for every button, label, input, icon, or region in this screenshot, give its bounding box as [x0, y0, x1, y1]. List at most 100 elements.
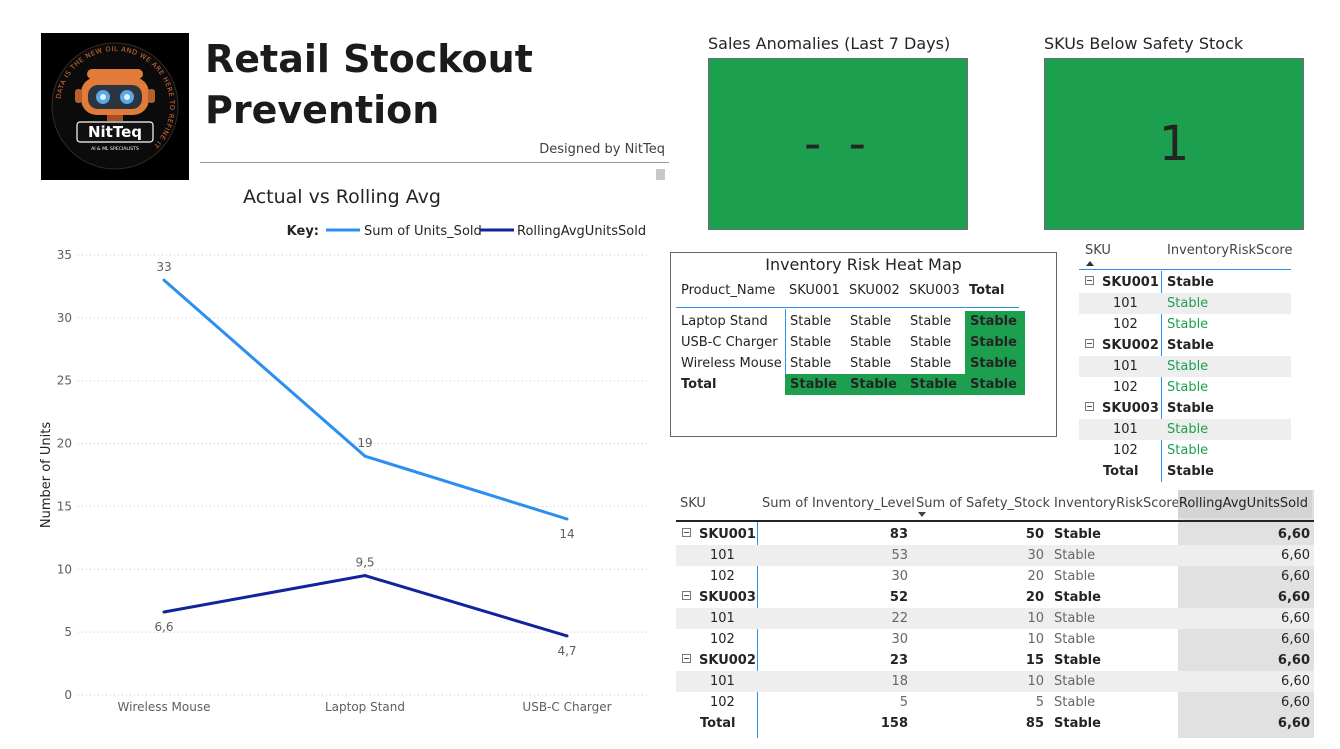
inventory-table[interactable]: SKU Sum of Inventory_Level Sum of Safety_S… [676, 490, 1314, 740]
scrollbar-thumb[interactable] [656, 169, 665, 180]
table-risk-cell: Stable [1054, 632, 1096, 647]
table-sku-label: SKU002 [699, 653, 756, 668]
heatmap-cell: Stable [845, 374, 905, 395]
table-safety-stock-cell: 30 [1027, 548, 1044, 563]
table-total-row[interactable]: Total 158 85 Stable 6,60 [676, 713, 1314, 734]
legend-entry-rolling: RollingAvgUnitsSold [517, 224, 646, 239]
heatmap-column-header: Total [969, 283, 1005, 298]
heatmap-cell: Stable [790, 335, 832, 350]
table-row[interactable]: 102 5 5 Stable 6,60 [676, 692, 1314, 713]
inventory-risk-heatmap[interactable]: Inventory Risk Heat Map Product_Name SKU0… [670, 252, 1057, 437]
y-tick-label: 15 [57, 499, 72, 513]
table-sku-cell: Total [700, 716, 736, 731]
heatmap-cell: Stable [910, 356, 952, 371]
sort-descending-icon [918, 512, 926, 517]
heatmap-row-label: USB-C Charger [681, 335, 778, 350]
table-header-3[interactable]: InventoryRiskScore [1054, 496, 1180, 511]
title-line-1: Retail Stockout [205, 37, 533, 81]
matrix-risk-cell: Stable [1167, 422, 1209, 437]
matrix-sku-label: SKU002 [1102, 338, 1159, 353]
matrix-row[interactable]: SKU001 Stable [1079, 272, 1291, 293]
collapse-icon[interactable] [682, 528, 691, 537]
heatmap-header-divider [676, 307, 1019, 308]
table-row[interactable]: 101 18 10 Stable 6,60 [676, 671, 1314, 692]
heatmap-cell: Stable [910, 335, 952, 350]
table-header-4[interactable]: RollingAvgUnitsSold [1178, 490, 1312, 518]
table-sku-cell: 102 [710, 695, 735, 710]
table-sku-cell: 102 [710, 632, 735, 647]
table-safety-stock-cell: 50 [1025, 527, 1044, 542]
kpi-below-safety-stock-card[interactable]: 1 [1044, 58, 1304, 230]
matrix-sku-cell: Total [1103, 464, 1139, 479]
heatmap-cell: Stable [965, 374, 1025, 395]
table-header-divider [676, 520, 1314, 522]
table-rolling-cell: 6,60 [1277, 716, 1310, 731]
table-rolling-cell: 6,60 [1281, 548, 1310, 563]
kpi-below-safety-stock-value: 1 [1158, 116, 1190, 172]
x-tick-label: USB-C Charger [522, 700, 611, 714]
table-row[interactable]: 102 30 20 Stable 6,60 [676, 566, 1314, 587]
table-rolling-cell: 6,60 [1277, 653, 1310, 668]
matrix-row[interactable]: 102 Stable [1079, 377, 1291, 398]
matrix-row[interactable]: 101 Stable [1079, 356, 1291, 377]
table-sku-cell: SKU003 [682, 587, 756, 608]
data-label-actual: 14 [559, 527, 574, 541]
kpi-below-safety-stock-label: SKUs Below Safety Stock [1044, 34, 1244, 53]
table-row[interactable]: SKU002 23 15 Stable 6,60 [676, 650, 1314, 671]
data-point-rolling [565, 634, 569, 638]
table-header-1[interactable]: Sum of Inventory_Level [762, 496, 915, 511]
matrix-header-risk-score: InventoryRiskScore [1167, 243, 1293, 258]
legend-key-label: Key: [287, 224, 319, 239]
table-safety-stock-cell: 10 [1027, 632, 1044, 647]
matrix-row[interactable]: 102 Stable [1079, 440, 1291, 461]
table-row[interactable]: 102 30 10 Stable 6,60 [676, 629, 1314, 650]
collapse-icon[interactable] [1085, 339, 1094, 348]
matrix-total-row[interactable]: Total Stable [1079, 461, 1291, 482]
matrix-risk-cell: Stable [1167, 443, 1209, 458]
title-line-2: Prevention [205, 88, 440, 132]
table-row[interactable]: SKU003 52 20 Stable 6,60 [676, 587, 1314, 608]
matrix-sku-cell: 102 [1113, 317, 1138, 332]
heatmap-column-header: SKU001 [789, 283, 840, 298]
table-inventory-cell: 18 [891, 674, 908, 689]
table-risk-cell: Stable [1054, 590, 1101, 605]
table-risk-cell: Stable [1054, 695, 1096, 710]
table-row-divider [757, 522, 758, 738]
table-sku-cell: 101 [710, 674, 735, 689]
table-rolling-cell: 6,60 [1281, 674, 1310, 689]
table-inventory-cell: 83 [889, 527, 908, 542]
matrix-row[interactable]: SKU003 Stable [1079, 398, 1291, 419]
data-point-rolling [363, 574, 367, 578]
collapse-icon[interactable] [682, 654, 691, 663]
matrix-header-sku: SKU [1085, 243, 1111, 258]
table-row[interactable]: SKU001 83 50 Stable 6,60 [676, 524, 1314, 545]
table-header-0[interactable]: SKU [680, 496, 706, 511]
heatmap-row-label: Wireless Mouse [681, 356, 782, 371]
collapse-icon[interactable] [682, 591, 691, 600]
line-chart[interactable]: 0 5 10 15 20 25 30 35 Number of Units Wireless Mo… [0, 218, 684, 728]
data-point-rolling [162, 610, 166, 614]
heatmap-title: Inventory Risk Heat Map [765, 255, 962, 274]
matrix-risk-cell: Stable [1167, 464, 1214, 479]
table-sku-label: SKU003 [699, 590, 756, 605]
collapse-icon[interactable] [1085, 276, 1094, 285]
page-title: Retail Stockout Prevention [205, 34, 645, 136]
table-safety-stock-cell: 85 [1025, 716, 1044, 731]
data-point-actual [565, 517, 569, 521]
table-rolling-cell: 6,60 [1277, 590, 1310, 605]
table-sku-label: SKU001 [699, 527, 756, 542]
table-header-2[interactable]: Sum of Safety_Stock [916, 496, 1051, 511]
matrix-row[interactable]: 101 Stable [1079, 293, 1291, 314]
table-row[interactable]: 101 53 30 Stable 6,60 [676, 545, 1314, 566]
matrix-sku-cell: 102 [1113, 443, 1138, 458]
logo-graphic: DATA IS THE NEW OIL AND WE ARE HERE TO R… [51, 42, 179, 170]
matrix-row[interactable]: SKU002 Stable [1079, 335, 1291, 356]
matrix-row[interactable]: 102 Stable [1079, 314, 1291, 335]
heatmap-total-row-label: Total [681, 377, 717, 392]
table-row[interactable]: 101 22 10 Stable 6,60 [676, 608, 1314, 629]
matrix-row[interactable]: 101 Stable [1079, 419, 1291, 440]
collapse-icon[interactable] [1085, 402, 1094, 411]
matrix-risk-cell: Stable [1167, 401, 1214, 416]
kpi-sales-anomalies-card[interactable]: - - [708, 58, 968, 230]
table-inventory-cell: 30 [891, 569, 908, 584]
